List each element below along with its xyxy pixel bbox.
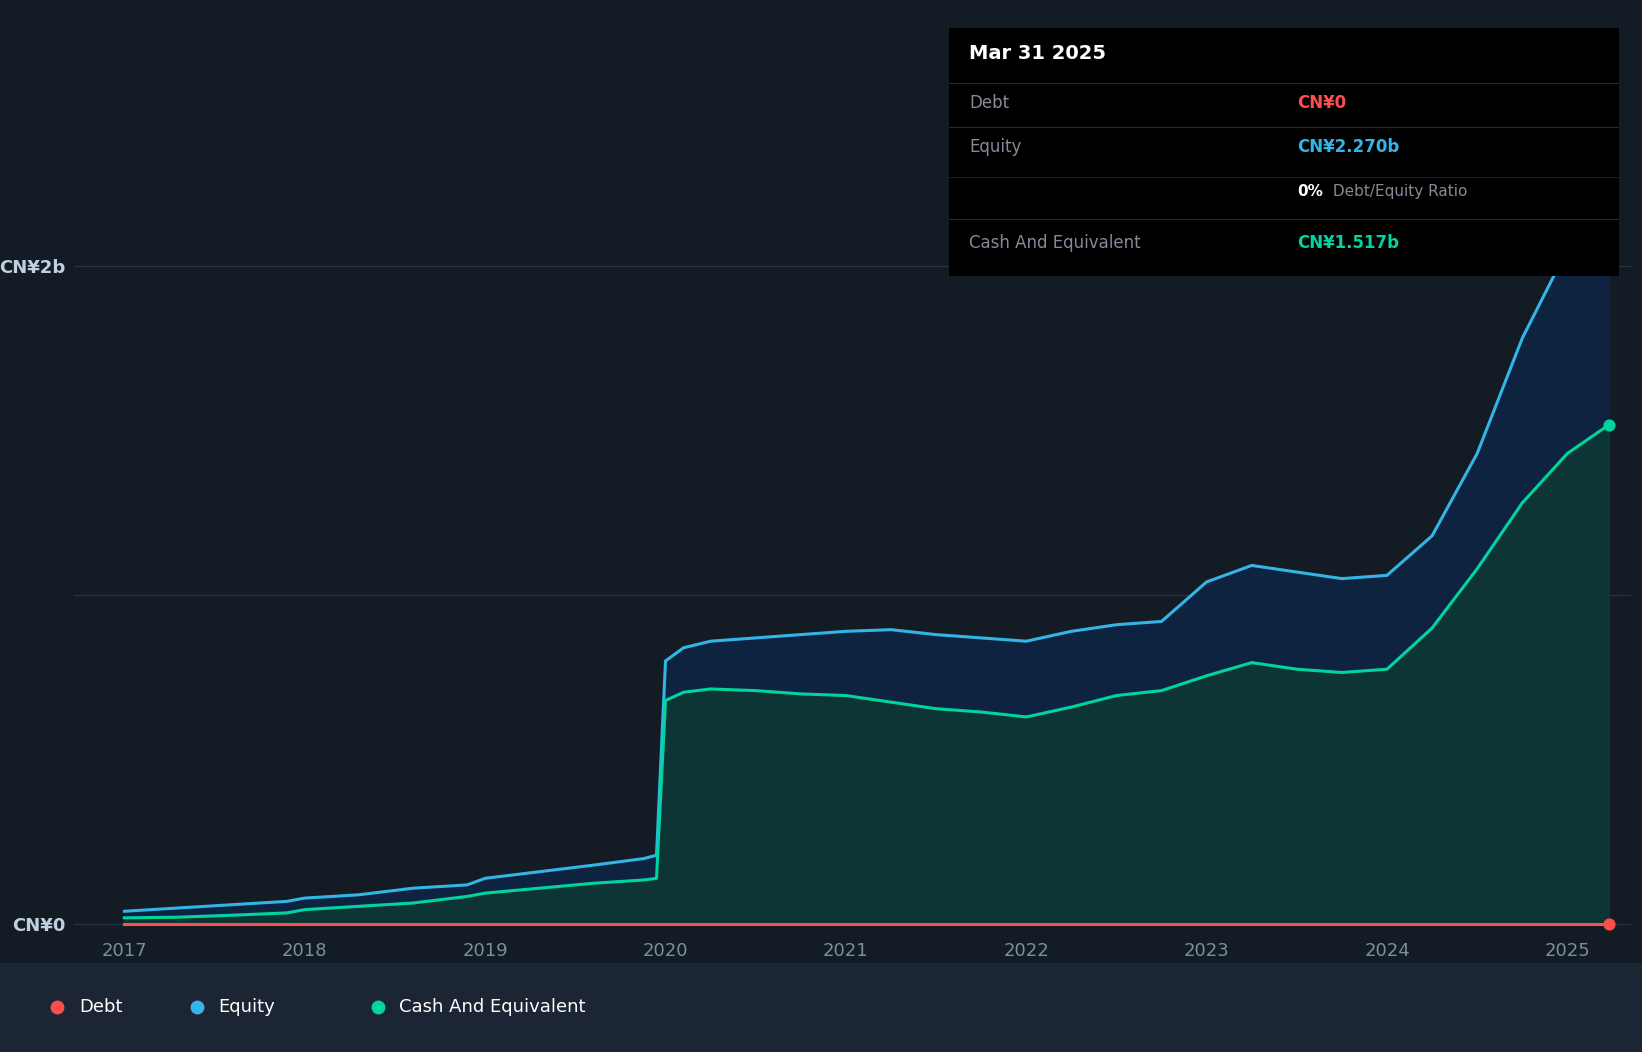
Text: Debt: Debt [969,94,1010,112]
Text: CN¥2.270b: CN¥2.270b [1297,138,1399,156]
Text: Equity: Equity [969,138,1021,156]
Text: 0%: 0% [1297,184,1323,199]
Point [1596,916,1622,933]
Text: Cash And Equivalent: Cash And Equivalent [399,998,586,1016]
Text: Cash And Equivalent: Cash And Equivalent [969,235,1141,252]
Point [1596,168,1622,185]
Text: CN¥0: CN¥0 [1297,94,1346,112]
Text: Debt/Equity Ratio: Debt/Equity Ratio [1328,184,1466,199]
Text: CN¥1.517b: CN¥1.517b [1297,235,1399,252]
Text: Debt: Debt [79,998,122,1016]
Text: Equity: Equity [218,998,276,1016]
Text: Mar 31 2025: Mar 31 2025 [969,43,1107,63]
Point [1596,417,1622,433]
